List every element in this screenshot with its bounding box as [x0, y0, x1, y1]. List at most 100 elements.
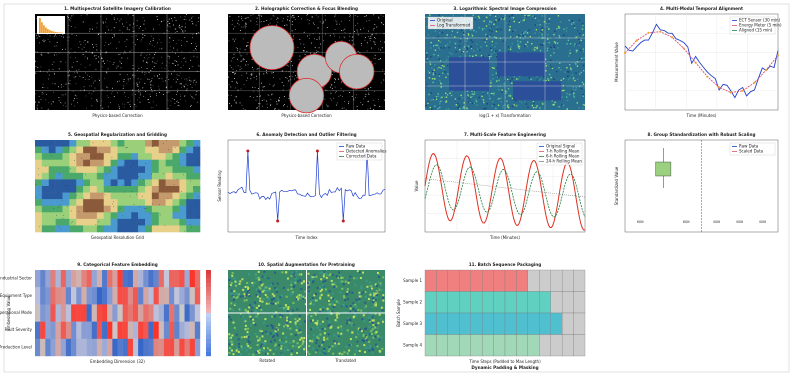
- texture-cell: [475, 55, 476, 56]
- texture-cell: [254, 77, 255, 78]
- texture-cell: [157, 19, 158, 20]
- seq-cell: [528, 292, 539, 314]
- texture-cell: [259, 288, 261, 290]
- texture-cell: [269, 288, 271, 290]
- texture-cell: [126, 147, 127, 148]
- texture-cell: [451, 53, 452, 54]
- texture-cell: [334, 299, 336, 301]
- texture-cell: [244, 300, 246, 302]
- texture-cell: [241, 16, 242, 17]
- texture-cell: [184, 96, 185, 97]
- texture-cell: [348, 103, 349, 104]
- texture-cell: [168, 149, 169, 150]
- texture-cell: [180, 149, 181, 150]
- texture-cell: [70, 83, 71, 84]
- texture-cell: [429, 72, 430, 73]
- texture-cell: [512, 106, 513, 107]
- texture-cell: [378, 289, 380, 291]
- texture-cell: [349, 16, 350, 17]
- texture-cell: [85, 56, 86, 57]
- texture-cell: [255, 310, 257, 312]
- texture-cell: [62, 34, 63, 35]
- texture-cell: [379, 351, 381, 353]
- texture-cell: [475, 99, 476, 100]
- texture-cell: [159, 89, 160, 90]
- texture-cell: [94, 157, 95, 158]
- texture-cell: [576, 87, 577, 88]
- texture-cell: [471, 48, 472, 49]
- texture-cell: [314, 53, 315, 54]
- terrain-cell: [193, 173, 200, 180]
- texture-cell: [180, 28, 181, 29]
- texture-cell: [172, 63, 173, 64]
- texture-cell: [170, 46, 171, 47]
- legend: Original Signal7-h Rolling Mean6-h Rolli…: [537, 143, 582, 165]
- marker: [671, 36, 673, 38]
- texture-cell: [428, 94, 429, 95]
- heat-cell: [179, 287, 184, 304]
- texture-cell: [256, 288, 258, 290]
- texture-cell: [233, 72, 234, 73]
- texture-cell: [577, 36, 578, 37]
- texture-cell: [319, 39, 320, 40]
- texture-cell: [330, 87, 331, 88]
- texture-cell: [569, 20, 570, 21]
- seq-cell: [574, 335, 585, 357]
- texture-cell: [112, 204, 113, 205]
- texture-cell: [337, 327, 339, 329]
- texture-cell: [292, 302, 294, 304]
- texture-cell: [467, 94, 468, 95]
- texture-cell: [499, 98, 500, 99]
- texture-cell: [380, 284, 382, 286]
- texture-cell: [540, 50, 541, 51]
- texture-cell: [357, 23, 358, 24]
- texture-cell: [258, 290, 260, 292]
- panel-title: 3. Logarithmic Spectral Image Compressio…: [453, 6, 556, 11]
- texture-cell: [325, 34, 326, 35]
- texture-cell: [73, 62, 74, 63]
- texture-cell: [355, 336, 357, 338]
- texture-cell: [74, 77, 75, 78]
- texture-cell: [240, 66, 241, 67]
- texture-cell: [172, 21, 173, 22]
- texture-cell: [324, 328, 326, 330]
- texture-cell: [146, 62, 147, 63]
- texture-cell: [316, 326, 318, 328]
- texture-cell: [244, 84, 245, 85]
- texture-cell: [138, 176, 139, 177]
- texture-cell: [292, 345, 294, 347]
- texture-cell: [318, 345, 320, 347]
- texture-cell: [188, 196, 189, 197]
- texture-cell: [484, 39, 485, 40]
- texture-cell: [190, 224, 191, 225]
- texture-cell: [260, 15, 261, 16]
- texture-cell: [245, 18, 246, 19]
- texture-cell: [326, 277, 328, 279]
- texture-cell: [267, 277, 269, 279]
- texture-cell: [274, 85, 275, 86]
- terrain-cell: [159, 219, 166, 226]
- texture-cell: [35, 61, 36, 62]
- texture-cell: [530, 79, 531, 80]
- terrain-cell: [186, 173, 193, 180]
- terrain-cell: [152, 206, 159, 213]
- texture-cell: [570, 77, 571, 78]
- texture-cell: [579, 33, 580, 34]
- texture-cell: [429, 14, 430, 15]
- texture-cell: [199, 196, 200, 197]
- texture-cell: [372, 349, 374, 351]
- texture-cell: [245, 328, 247, 330]
- seq-cell: [459, 313, 470, 335]
- texture-cell: [113, 206, 114, 207]
- heat-cell: [133, 287, 138, 304]
- texture-cell: [246, 24, 247, 25]
- texture-cell: [130, 25, 131, 26]
- texture-cell: [58, 207, 59, 208]
- texture-cell: [547, 78, 548, 79]
- texture-cell: [59, 174, 60, 175]
- terrain-cell: [186, 186, 193, 193]
- texture-cell: [96, 44, 97, 45]
- terrain-cell: [173, 199, 180, 206]
- texture-cell: [121, 58, 122, 59]
- texture-cell: [69, 70, 70, 71]
